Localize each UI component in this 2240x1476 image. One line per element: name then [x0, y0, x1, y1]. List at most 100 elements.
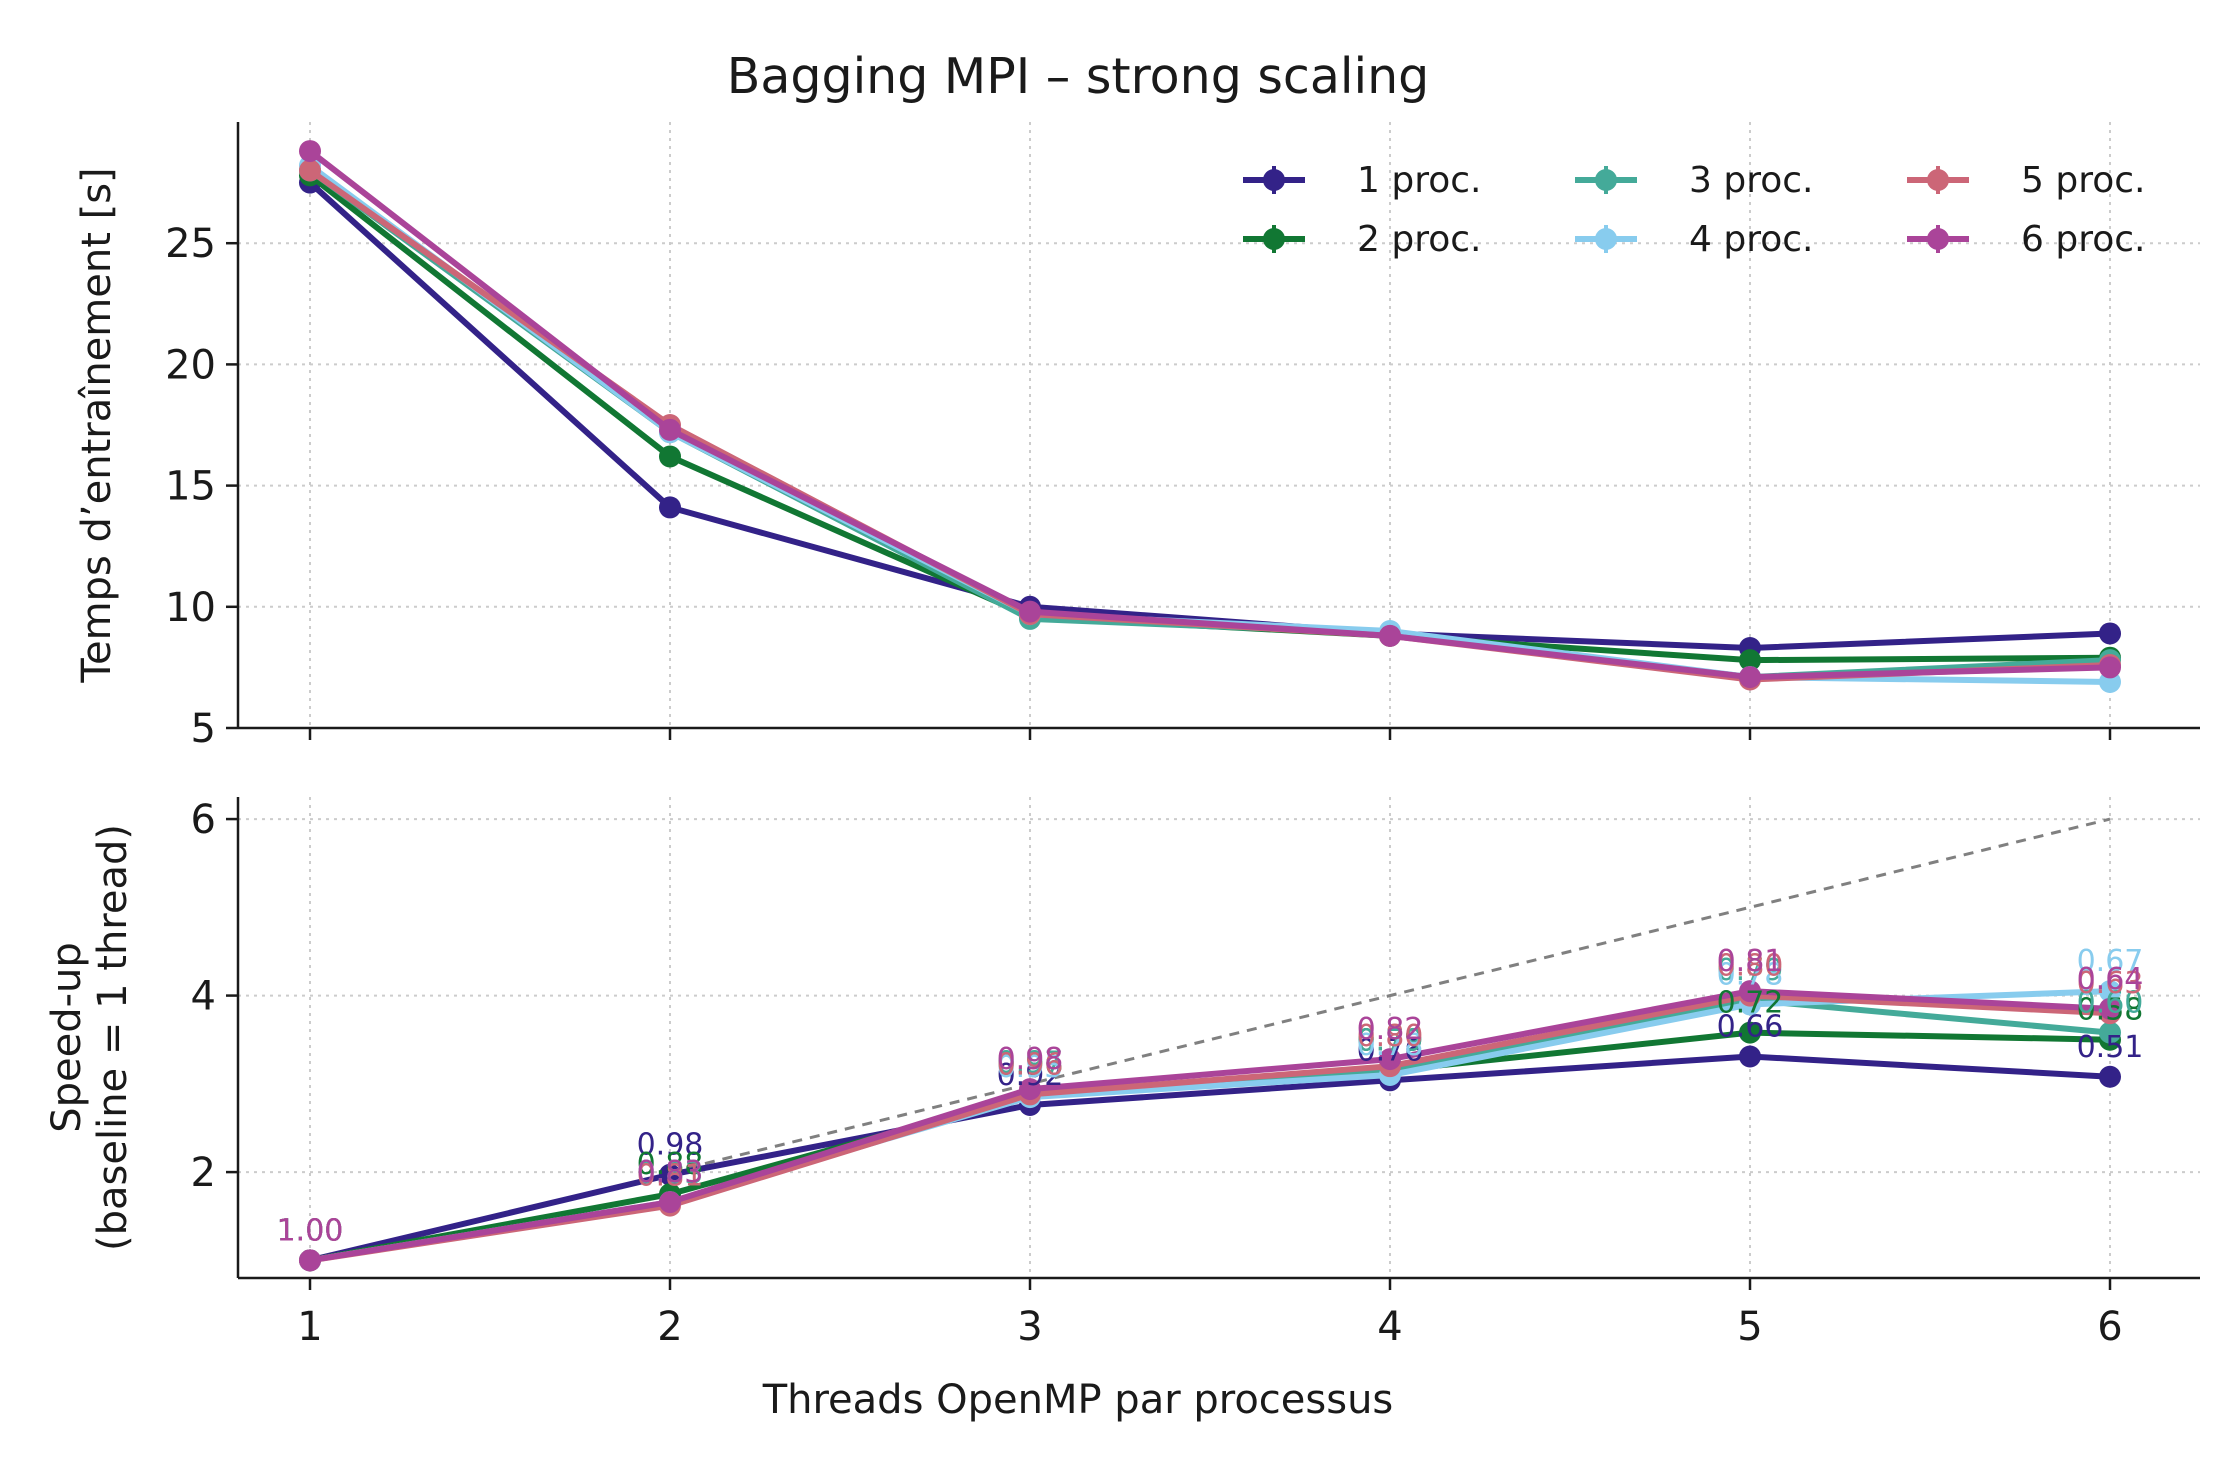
data-label: 0.76 — [1357, 1033, 1424, 1068]
data-label: 0.80 — [1357, 1019, 1424, 1054]
data-label: 0.95 — [997, 1050, 1064, 1085]
legend-label: 4 proc. — [1689, 219, 1813, 260]
legend-marker — [1595, 169, 1617, 191]
data-label: 0.83 — [637, 1156, 704, 1191]
data-label: 0.72 — [1717, 986, 1784, 1021]
series-line — [308, 172, 2111, 664]
legend-item: 1 proc. — [1243, 160, 1481, 201]
y-tick-label: 4 — [191, 974, 216, 1020]
data-point — [299, 159, 321, 182]
y-tick-label: 20 — [165, 342, 216, 388]
data-label: 0.60 — [2077, 986, 2144, 1021]
legend-item: 6 proc. — [1907, 219, 2145, 260]
series-6 — [299, 140, 2121, 689]
y-tick-label: 10 — [165, 585, 216, 631]
data-label: 0.79 — [1357, 1024, 1424, 1059]
x-tick-label: 5 — [1737, 1304, 1762, 1350]
data-label: 1.00 — [277, 1213, 344, 1248]
legend-item: 5 proc. — [1907, 160, 2145, 201]
data-label: 1.00 — [277, 1213, 344, 1248]
data-label: 0.78 — [1717, 957, 1784, 992]
legend-marker — [1263, 228, 1285, 250]
data-point — [299, 1249, 321, 1272]
data-label: 0.96 — [997, 1047, 1064, 1082]
data-point — [2099, 1021, 2121, 1044]
data-label: 0.81 — [1717, 944, 1784, 979]
chart-title: Bagging MPI – strong scaling — [727, 48, 1430, 105]
data-label: 0.51 — [2077, 1030, 2144, 1065]
data-point — [1739, 1045, 1761, 1068]
data-point — [1019, 1078, 1041, 1101]
series-3 — [299, 159, 2121, 689]
data-label: 0.96 — [997, 1047, 1064, 1082]
y-axis-label: Speed-up — [44, 942, 90, 1133]
data-label: 1.00 — [277, 1213, 344, 1248]
data-point — [2099, 997, 2121, 1020]
data-point — [299, 140, 321, 163]
series-4 — [299, 980, 2121, 1272]
data-label: 0.82 — [1357, 1012, 1424, 1047]
data-label: 0.58 — [2077, 993, 2144, 1028]
legend-marker — [1927, 169, 1949, 191]
data-label: 0.83 — [637, 1155, 704, 1190]
data-label: 1.00 — [277, 1213, 344, 1248]
data-point — [1739, 1021, 1761, 1044]
legend-marker — [1927, 228, 1949, 250]
data-point — [2099, 980, 2121, 1003]
series-5 — [299, 984, 2121, 1272]
data-label: 0.81 — [637, 1159, 704, 1194]
data-label: 0.97 — [997, 1046, 1064, 1081]
legend-label: 2 proc. — [1357, 219, 1481, 260]
data-point — [659, 445, 681, 468]
data-label: 0.66 — [1717, 1009, 1784, 1044]
series-5 — [299, 159, 2121, 691]
x-tick-label: 3 — [1017, 1304, 1042, 1350]
y-axis-label: (baseline = 1 thread) — [90, 824, 136, 1251]
data-label: 1.00 — [277, 1213, 344, 1248]
data-label: 0.98 — [637, 1128, 704, 1163]
data-label: 0.63 — [2077, 966, 2144, 1001]
data-point — [2099, 622, 2121, 645]
data-label: 1.00 — [277, 1213, 344, 1248]
legend-marker — [1263, 169, 1285, 191]
series-3 — [299, 988, 2121, 1272]
data-point — [1019, 600, 1041, 623]
x-tick-label: 4 — [1377, 1304, 1402, 1350]
legend-item: 4 proc. — [1575, 219, 1813, 260]
legend-marker — [1595, 228, 1617, 250]
x-tick-label: 1 — [297, 1304, 322, 1350]
series-line — [309, 1053, 2111, 1264]
series-1 — [299, 171, 2121, 660]
x-tick-label: 6 — [2097, 1304, 2122, 1350]
data-label: 0.67 — [2077, 944, 2144, 979]
series-line — [307, 180, 2111, 652]
data-label: 0.98 — [997, 1042, 1064, 1077]
legend-item: 2 proc. — [1243, 219, 1481, 260]
data-label: 0.92 — [997, 1058, 1064, 1093]
y-tick-label: 15 — [165, 464, 216, 510]
legend-label: 1 proc. — [1357, 160, 1481, 201]
panel-2: 2 4 6 1 2 3 4 5 6 Speed-up (baseline = 1 thread) 1.… — [44, 797, 2200, 1350]
data-point — [1739, 980, 1761, 1003]
panel-1: 5 10 15 20 25 Temps d’entraînement [s] 1 proc.… — [74, 122, 2200, 752]
x-tick-label: 2 — [657, 1304, 682, 1350]
data-point — [659, 1163, 681, 1186]
legend-label: 6 proc. — [2021, 219, 2145, 260]
x-axis-label: Threads OpenMP par processus — [762, 1377, 1394, 1423]
data-point — [1379, 624, 1401, 647]
y-axis-label: Temps d’entraînement [s] — [74, 167, 120, 683]
series-6 — [299, 980, 2121, 1272]
data-label: 0.78 — [1357, 1028, 1424, 1063]
data-label: 0.88 — [637, 1147, 704, 1182]
data-label: 0.83 — [637, 1155, 704, 1190]
legend: 1 proc. 2 proc. 3 proc. 4 proc. 5 proc. 6 pro… — [1243, 160, 2145, 260]
y-tick-label: 5 — [191, 706, 216, 752]
legend-label: 5 proc. — [2021, 160, 2145, 201]
legend-item: 3 proc. — [1575, 160, 1813, 201]
data-point — [659, 496, 681, 519]
y-tick-label: 25 — [165, 221, 216, 267]
series-line — [308, 148, 2111, 681]
